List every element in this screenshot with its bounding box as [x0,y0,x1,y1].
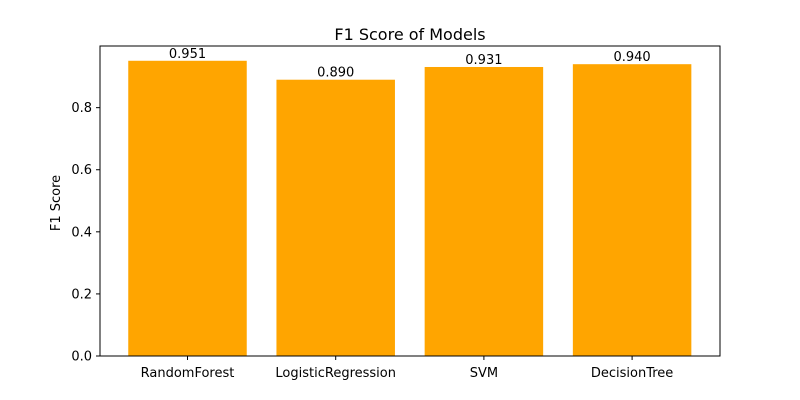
y-tick-label: 0.2 [71,287,92,302]
y-tick-label: 0.0 [71,350,92,365]
bars-group: 0.951 0.890 0.931 0.940 [128,47,692,357]
bar-svm [424,66,544,356]
data-label-svm: 0.931 [465,53,502,68]
data-label-randomforest: 0.951 [169,47,206,62]
chart-title: F1 Score of Models [334,25,485,44]
ticks-group: RandomForest LogisticRegression SVM Decisio… [71,101,673,381]
x-tick-label: LogisticRegression [275,366,396,381]
y-tick-label: 0.8 [71,101,92,116]
y-tick-label: 0.6 [71,163,92,178]
x-tick-label: DecisionTree [591,366,673,381]
bar-logisticregression [276,79,395,356]
y-tick-label: 0.4 [71,225,92,240]
x-tick-label: RandomForest [141,366,235,381]
bar-randomforest [128,60,247,357]
x-tick-label: SVM [470,366,498,381]
plot-frame [99,45,721,357]
y-axis-label: F1 Score [49,175,64,231]
data-label-decisiontree: 0.940 [613,50,650,65]
data-label-logisticregression: 0.890 [317,66,354,81]
bar-decisiontree [572,64,692,356]
